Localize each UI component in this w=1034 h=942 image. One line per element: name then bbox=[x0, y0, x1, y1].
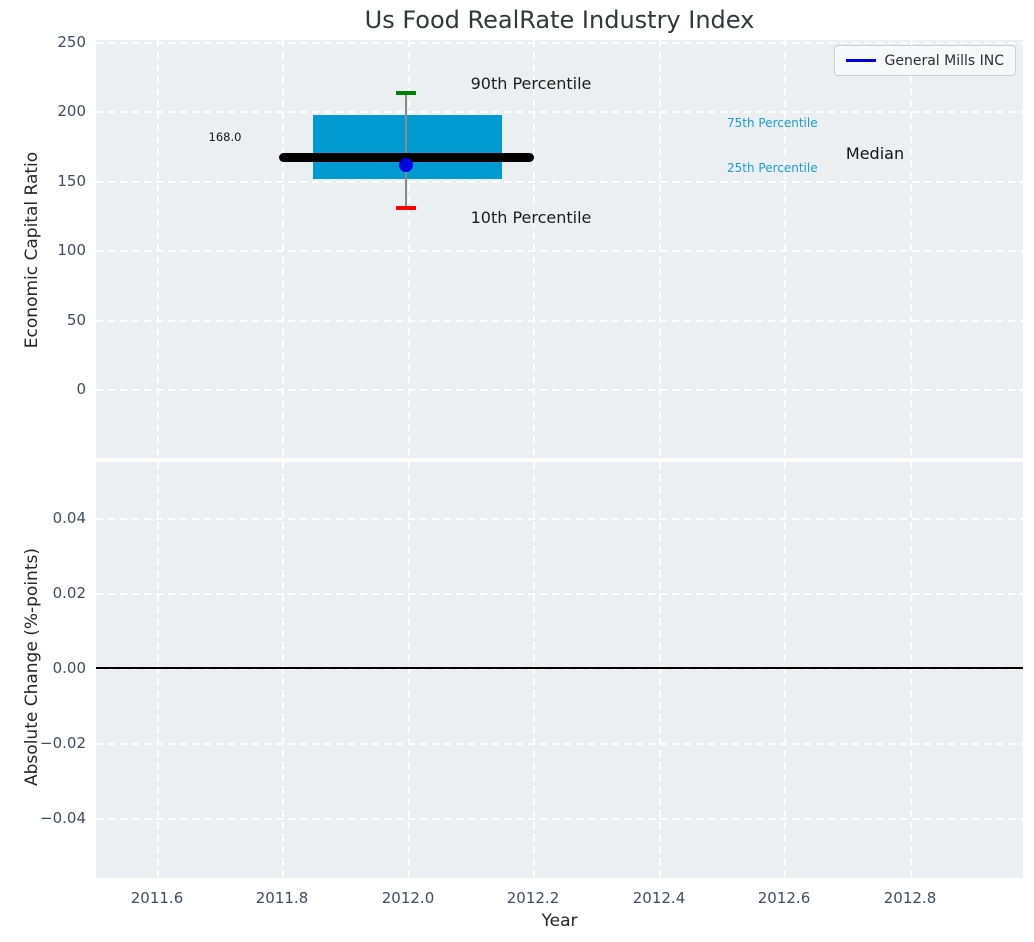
p10-annotation: 10th Percentile bbox=[470, 208, 592, 227]
legend: General Mills INC bbox=[833, 45, 1016, 76]
gridline-vertical bbox=[408, 40, 410, 458]
legend-line-icon bbox=[845, 59, 876, 62]
bottom-plot-area bbox=[96, 462, 1023, 878]
y-tick-label: −0.02 bbox=[40, 734, 86, 752]
gridline-horizontal bbox=[96, 389, 1023, 391]
gridline-vertical bbox=[408, 462, 410, 878]
y-tick-label: 200 bbox=[57, 102, 86, 120]
median-annotation: Median bbox=[845, 144, 905, 163]
gridline-vertical bbox=[910, 462, 912, 878]
gridline-vertical bbox=[659, 40, 661, 458]
legend-label: General Mills INC bbox=[884, 52, 1005, 69]
y-tick-label: 100 bbox=[57, 241, 86, 259]
y-tick-label: 0.00 bbox=[52, 659, 86, 677]
chart-title: Us Food RealRate Industry Index bbox=[364, 6, 755, 34]
gridline-vertical bbox=[282, 462, 284, 878]
gridline-vertical bbox=[533, 40, 535, 458]
y-tick-label: 0 bbox=[76, 380, 86, 398]
x-tick-label: 2011.8 bbox=[255, 889, 309, 907]
p90-annotation: 90th Percentile bbox=[470, 74, 592, 93]
x-axis-label: Year bbox=[541, 911, 578, 931]
y-tick-label: 50 bbox=[66, 311, 86, 329]
x-tick-label: 2012.8 bbox=[883, 889, 937, 907]
gridline-horizontal bbox=[96, 743, 1023, 745]
p75-annotation: 75th Percentile bbox=[727, 116, 818, 130]
zero-baseline bbox=[96, 667, 1023, 669]
gridline-horizontal bbox=[96, 250, 1023, 252]
x-tick-label: 2012.4 bbox=[632, 889, 686, 907]
gridline-vertical bbox=[157, 462, 159, 878]
gridline-vertical bbox=[282, 40, 284, 458]
gridline-horizontal bbox=[96, 593, 1023, 595]
median-line bbox=[279, 153, 534, 162]
gridline-vertical bbox=[784, 462, 786, 878]
gridline-horizontal bbox=[96, 181, 1023, 183]
median-value-label: 168.0 bbox=[208, 130, 242, 144]
gridline-horizontal bbox=[96, 42, 1023, 44]
gridline-vertical bbox=[910, 40, 912, 458]
company-marker bbox=[399, 158, 413, 172]
p25-annotation: 25th Percentile bbox=[727, 161, 818, 175]
gridline-vertical bbox=[157, 40, 159, 458]
x-tick-label: 2011.6 bbox=[130, 889, 184, 907]
whisker-line bbox=[405, 93, 407, 208]
p90-cap bbox=[396, 91, 416, 95]
gridline-horizontal bbox=[96, 111, 1023, 113]
y-tick-label: 0.02 bbox=[52, 584, 86, 602]
y-tick-label: 150 bbox=[57, 172, 86, 190]
gridline-horizontal bbox=[96, 518, 1023, 520]
gridline-vertical bbox=[659, 462, 661, 878]
p10-cap bbox=[396, 206, 416, 210]
gridline-vertical bbox=[784, 40, 786, 458]
x-tick-label: 2012.6 bbox=[757, 889, 811, 907]
y-tick-label: −0.04 bbox=[40, 809, 86, 827]
top-plot-area: 90th Percentile 10th Percentile 75th Per… bbox=[96, 40, 1023, 458]
top-y-axis-label: Economic Capital Ratio bbox=[22, 151, 42, 349]
gridline-horizontal bbox=[96, 818, 1023, 820]
gridline-horizontal bbox=[96, 320, 1023, 322]
y-tick-label: 250 bbox=[57, 33, 86, 51]
bottom-y-axis-label: Absolute Change (%-points) bbox=[22, 548, 42, 786]
gridline-vertical bbox=[533, 462, 535, 878]
x-tick-label: 2012.0 bbox=[381, 889, 435, 907]
y-tick-label: 0.04 bbox=[52, 509, 86, 527]
x-tick-label: 2012.2 bbox=[506, 889, 560, 907]
